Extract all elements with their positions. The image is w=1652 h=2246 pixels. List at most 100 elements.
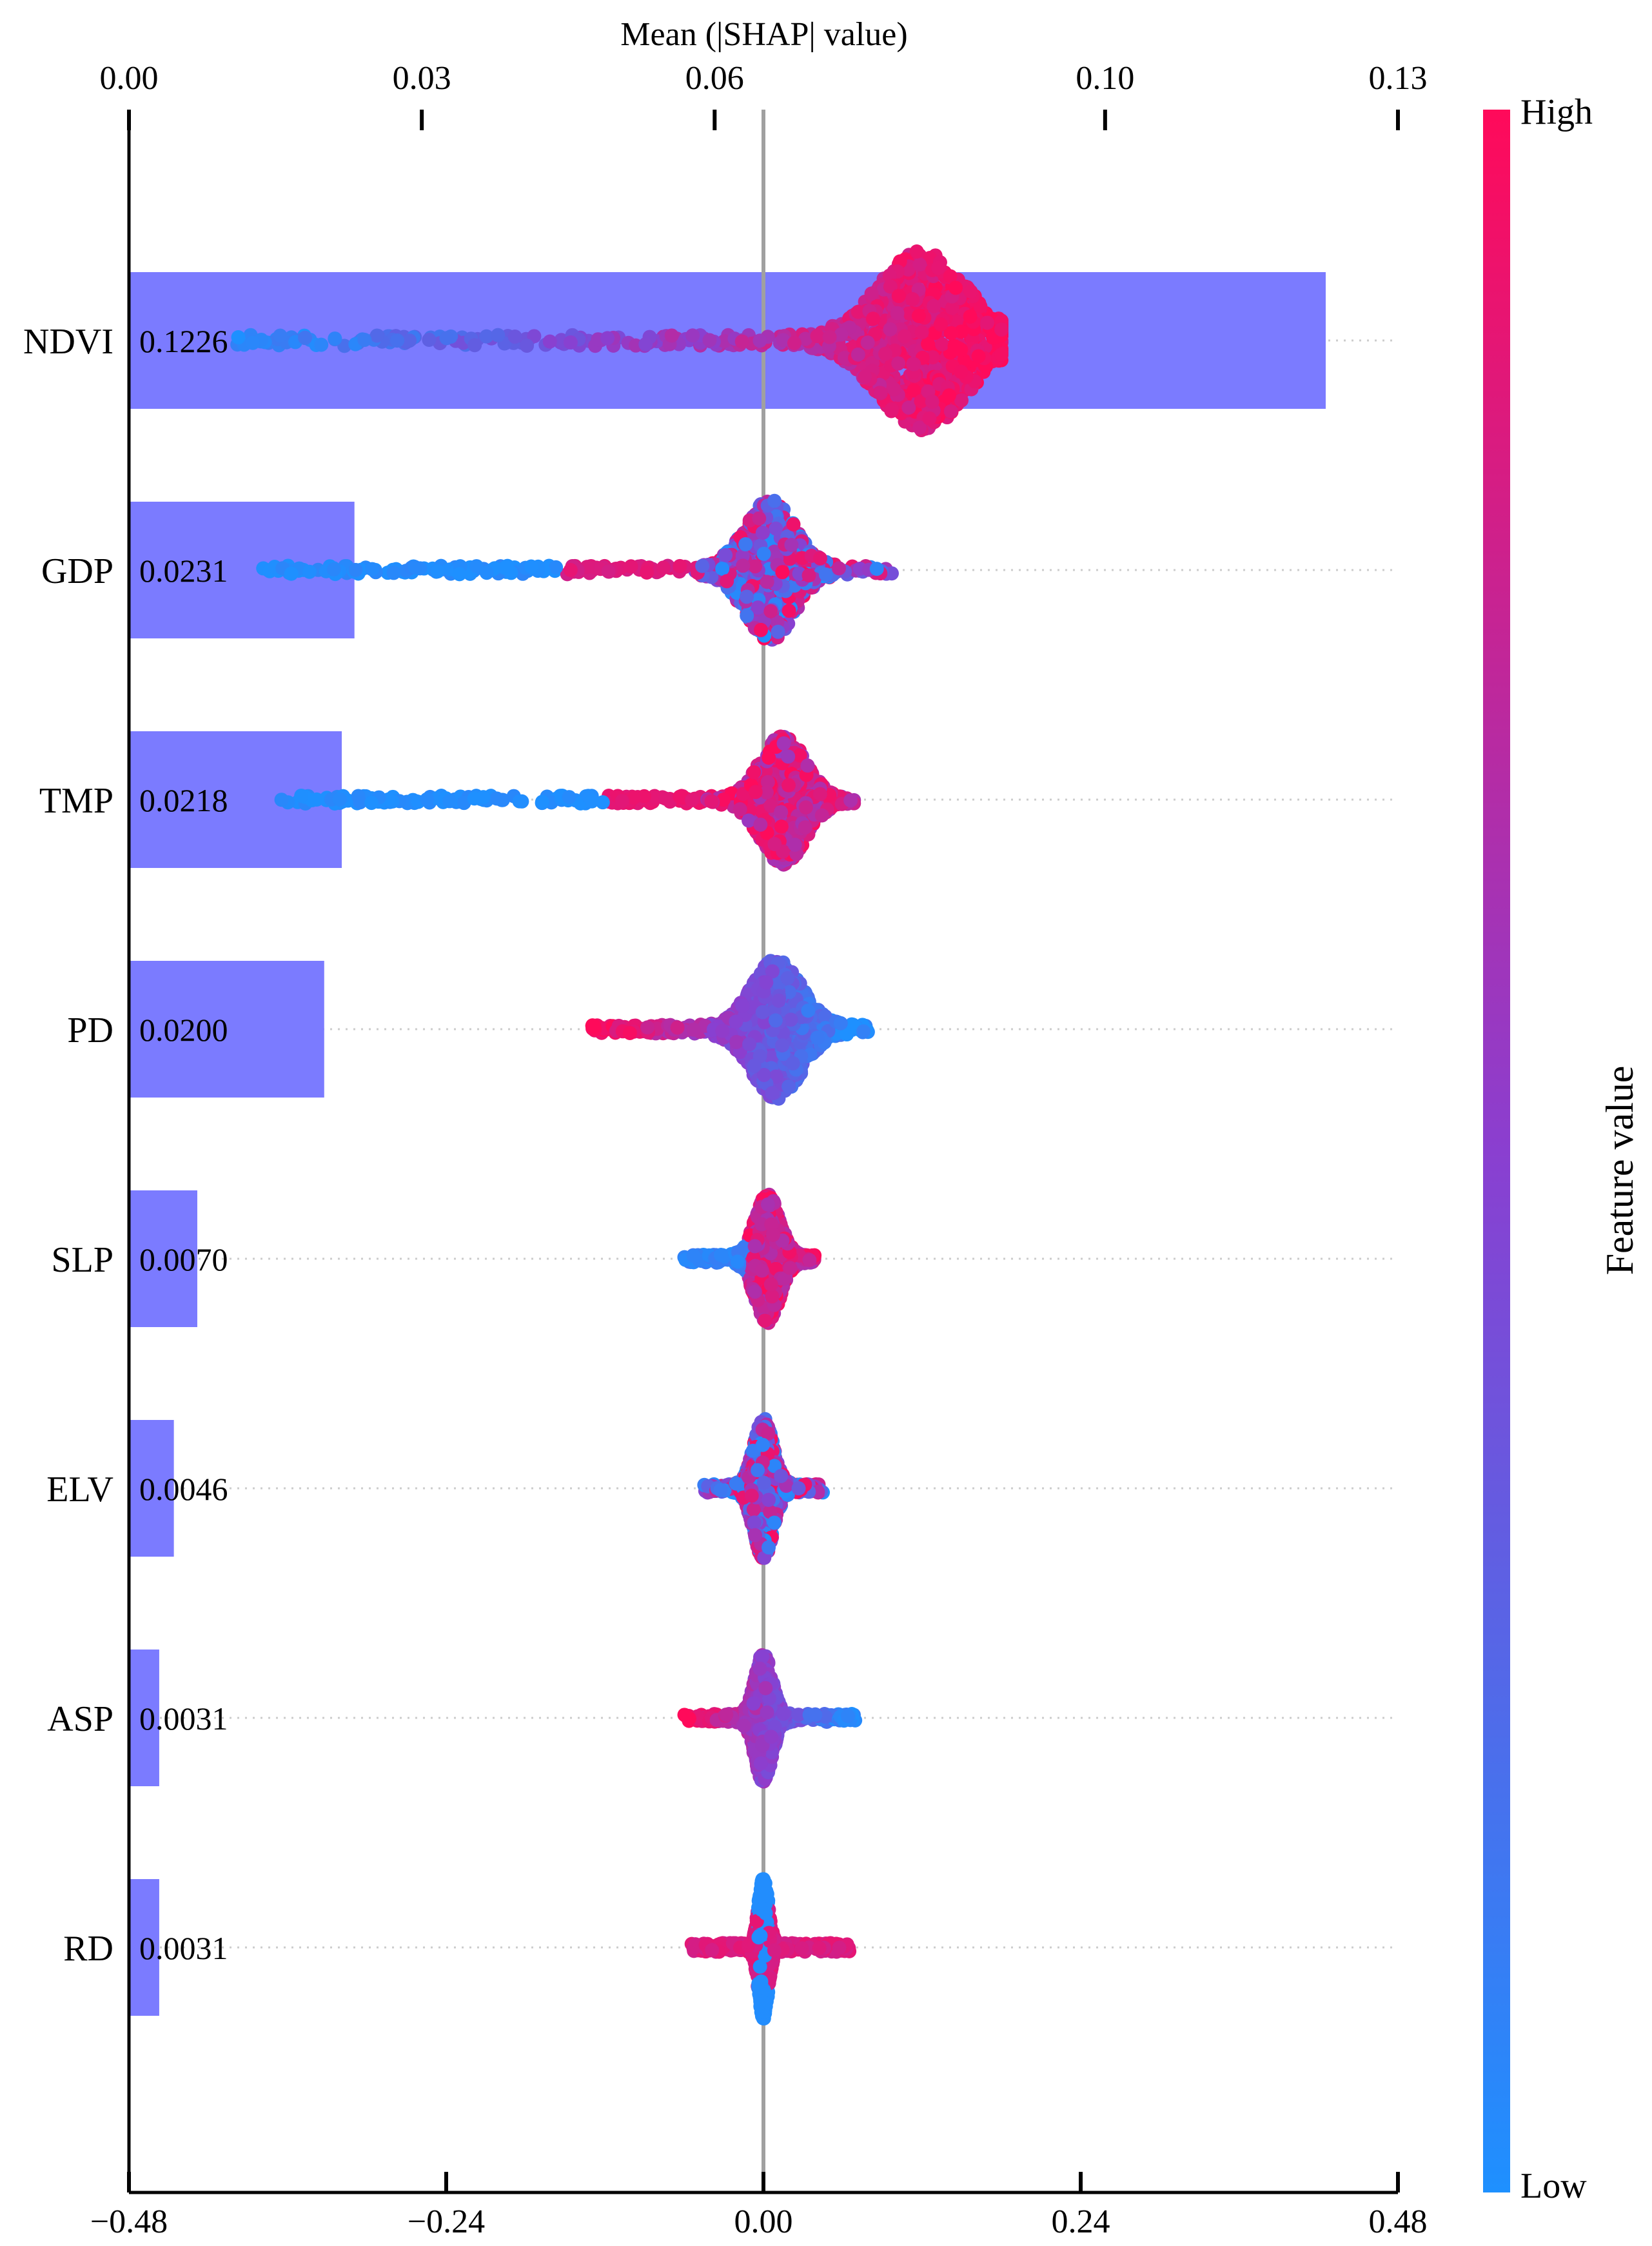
shap-beeswarm xyxy=(230,244,1008,2026)
shap-point-gdp xyxy=(365,562,380,576)
shap-point-pd xyxy=(782,1079,796,1094)
shap-point-gdp xyxy=(812,551,827,566)
shap-point-gdp xyxy=(775,565,790,580)
shap-point-gdp xyxy=(563,562,578,577)
shap-point-ndvi xyxy=(943,269,958,284)
shap-point-tmp xyxy=(535,794,549,809)
shap-point-tmp xyxy=(489,791,504,806)
shap-point-tmp xyxy=(716,793,731,807)
shap-point-ndvi xyxy=(878,346,893,361)
shap-point-tmp xyxy=(774,819,789,834)
shap-point-ndvi xyxy=(273,328,288,343)
shap-point-pd xyxy=(771,993,786,1008)
shap-point-slp xyxy=(686,1248,701,1263)
shap-point-ndvi xyxy=(922,411,937,426)
shap-point-pd xyxy=(587,1019,602,1034)
shap-point-ndvi xyxy=(927,299,941,313)
shap-point-ndvi xyxy=(390,333,405,348)
shap-point-pd xyxy=(765,1086,780,1101)
shap-point-tmp xyxy=(647,789,662,803)
shap-point-slp xyxy=(765,1227,780,1242)
shap-point-tmp xyxy=(615,794,629,809)
shap-point-gdp xyxy=(755,526,770,540)
shap-point-tmp xyxy=(774,805,789,820)
shap-point-ndvi xyxy=(945,300,959,315)
shap-point-ndvi xyxy=(973,299,988,314)
shap-point-ndvi xyxy=(734,334,749,349)
shap-point-ndvi xyxy=(752,333,767,348)
shap-point-pd xyxy=(768,1013,783,1028)
shap-point-pd xyxy=(801,1003,816,1018)
shap-point-ndvi xyxy=(860,335,875,350)
shap-point-tmp xyxy=(512,794,527,809)
shap-point-ndvi xyxy=(921,337,936,351)
shap-point-tmp xyxy=(747,765,762,780)
shap-point-ndvi xyxy=(479,329,494,344)
shap-point-gdp xyxy=(763,604,778,618)
shap-point-ndvi xyxy=(971,349,986,364)
bar-asp xyxy=(129,1650,159,1786)
shap-point-ndvi xyxy=(954,393,969,408)
shap-point-gdp xyxy=(869,562,884,576)
shap-point-gdp xyxy=(801,568,816,583)
shap-point-tmp xyxy=(762,751,776,765)
shap-point-pd xyxy=(765,964,780,979)
shap-point-gdp xyxy=(831,561,846,576)
shap-point-tmp xyxy=(748,785,763,800)
shap-point-gdp xyxy=(740,589,754,604)
shap-point-ndvi xyxy=(542,334,557,349)
shap-point-ndvi xyxy=(905,292,920,307)
shap-point-gdp xyxy=(740,608,754,623)
shap-point-ndvi xyxy=(891,356,906,371)
shap-point-slp xyxy=(747,1285,762,1299)
shap-point-pd xyxy=(747,1058,762,1073)
shap-point-tmp xyxy=(627,790,642,805)
shap-point-pd xyxy=(840,1027,854,1042)
shap-point-ndvi xyxy=(909,244,924,259)
shap-point-gdp xyxy=(386,566,401,580)
shap-point-ndvi xyxy=(822,330,837,344)
shap-point-gdp xyxy=(695,558,710,573)
shap-point-tmp xyxy=(776,736,791,751)
shap-point-pd xyxy=(763,1050,778,1065)
shap-point-ndvi xyxy=(685,328,700,343)
shap-point-ndvi xyxy=(439,331,454,346)
shap-point-tmp xyxy=(798,800,813,815)
shap-point-ndvi xyxy=(600,331,615,346)
shap-point-tmp xyxy=(800,758,815,773)
shap-point-pd xyxy=(755,1005,770,1020)
shap-point-pd xyxy=(856,1024,871,1039)
shap-point-gdp xyxy=(408,560,422,575)
shap-point-tmp xyxy=(759,785,774,800)
shap-point-ndvi xyxy=(245,335,260,350)
shap-point-gdp xyxy=(782,604,796,618)
shap-point-ndvi xyxy=(911,308,926,323)
shap-point-pd xyxy=(729,1034,744,1049)
shap-point-ndvi xyxy=(994,347,1008,362)
shap-point-ndvi xyxy=(931,261,946,275)
shap-point-gdp xyxy=(747,559,762,574)
shap-point-pd xyxy=(810,1030,825,1045)
shap-point-ndvi xyxy=(298,330,313,345)
shap-point-ndvi xyxy=(912,420,927,435)
shap-point-ndvi xyxy=(890,306,905,320)
shap-point-tmp xyxy=(763,798,778,813)
shap-point-gdp xyxy=(736,558,751,573)
shap-point-ndvi xyxy=(949,281,963,295)
shap-point-ndvi xyxy=(935,337,950,351)
shap-point-ndvi xyxy=(369,328,384,343)
shap-point-tmp xyxy=(442,794,457,809)
shap-point-gdp xyxy=(549,560,564,575)
shap-point-tmp xyxy=(294,788,309,803)
shap-point-ndvi xyxy=(943,326,958,340)
shap-point-tmp xyxy=(562,790,576,805)
shap-point-ndvi xyxy=(851,347,865,362)
shap-point-ndvi xyxy=(954,364,969,379)
shap-point-pd xyxy=(780,970,795,985)
shap-point-gdp xyxy=(479,566,494,580)
shap-point-gdp xyxy=(284,566,299,581)
shap-point-tmp xyxy=(584,794,599,809)
shap-point-pd xyxy=(729,1014,743,1029)
shap-point-tmp xyxy=(310,792,324,807)
